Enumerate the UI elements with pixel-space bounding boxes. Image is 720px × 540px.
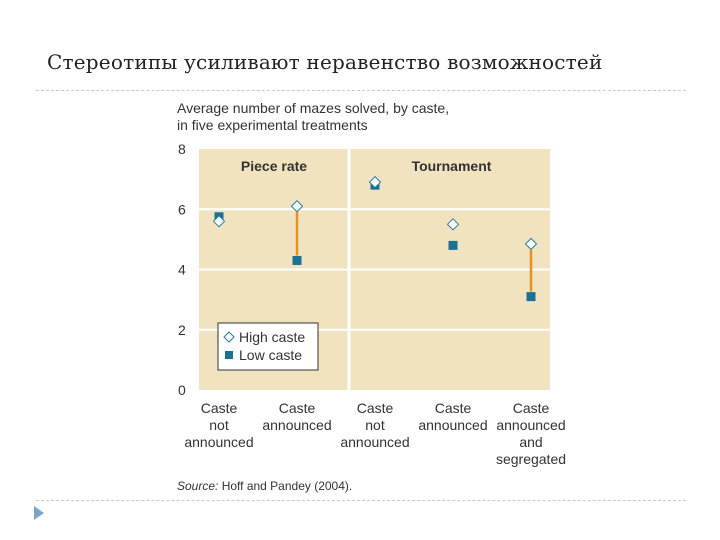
bullet-arrow-icon xyxy=(34,506,44,520)
category-label-line: Caste xyxy=(200,400,238,416)
legend-high-caste-label: High caste xyxy=(239,329,305,345)
category-label-line: Caste xyxy=(434,400,472,416)
y-tick-label: 8 xyxy=(178,141,186,157)
y-tick-label: 6 xyxy=(178,201,186,217)
category-label-line: announced xyxy=(340,434,410,450)
title-divider xyxy=(36,90,686,91)
y-tick-label: 4 xyxy=(178,262,186,278)
category-label: Caste announced xyxy=(237,400,357,434)
category-label-line: announced xyxy=(262,417,332,433)
category-label-line: announced xyxy=(496,417,566,433)
category-label-line: announced xyxy=(184,434,254,450)
category-label-line: not xyxy=(365,417,385,433)
low-caste-point xyxy=(526,292,536,302)
high-caste-point xyxy=(368,175,382,189)
high-caste-point xyxy=(290,200,304,213)
source-label: Source: xyxy=(177,479,219,493)
source-text: Hoff and Pandey (2004). xyxy=(218,479,353,493)
legend-low-caste-label: Low caste xyxy=(239,347,302,363)
panel-title: Piece rate xyxy=(241,158,307,174)
source-note: Source: Hoff and Pandey (2004). xyxy=(177,479,352,493)
category-label-line: segregated xyxy=(495,451,567,467)
y-tick-label: 0 xyxy=(178,382,186,398)
category-label-line: not xyxy=(209,417,229,433)
category-label: Caste announced xyxy=(393,400,513,434)
category-label-line: and xyxy=(519,434,543,450)
legend-high-caste-marker xyxy=(223,331,235,343)
chart-title-line2: in five experimental treatments xyxy=(177,117,368,133)
high-caste-point xyxy=(212,215,226,228)
category-label-line: Caste xyxy=(356,400,394,416)
high-caste-point xyxy=(446,218,460,231)
chart-title-line1: Average number of mazes solved, by caste… xyxy=(177,100,450,116)
category-label: Caste announced and segregated xyxy=(471,400,591,468)
category-label: Caste not announced xyxy=(315,400,435,451)
footer-divider xyxy=(36,500,686,501)
y-tick-label: 2 xyxy=(178,322,186,338)
chart-title: Average number of mazes solved, by caste… xyxy=(177,100,449,134)
low-caste-point xyxy=(292,255,302,265)
legend-low-caste-marker xyxy=(225,351,233,359)
category-label: Caste not announced xyxy=(159,400,279,451)
slide-title: Стереотипы усиливают неравенство возможн… xyxy=(47,50,603,74)
low-caste-point xyxy=(448,240,458,250)
category-label-line: announced xyxy=(418,417,488,433)
category-label-line: Caste xyxy=(512,400,550,416)
legend-box xyxy=(217,322,319,371)
panel-title: Tournament xyxy=(412,158,492,174)
high-caste-point xyxy=(524,237,538,251)
category-label-line: Caste xyxy=(278,400,316,416)
